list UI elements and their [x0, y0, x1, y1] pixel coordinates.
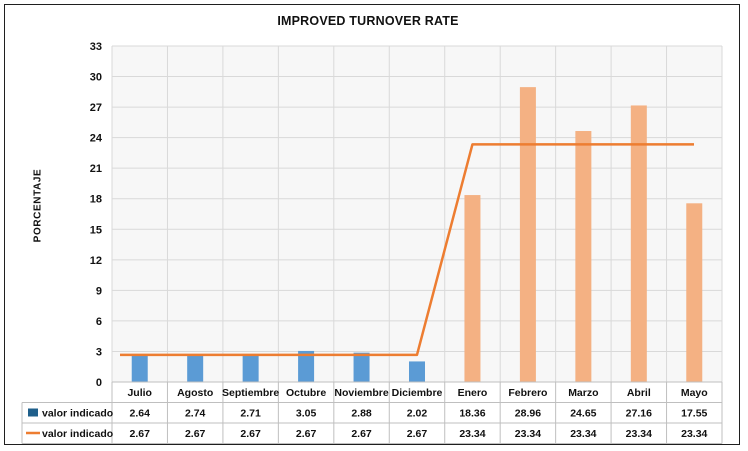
legend-label: valor indicado	[42, 428, 113, 440]
y-tick-label: 21	[90, 163, 102, 175]
y-tick-label: 24	[90, 133, 103, 145]
legend-key-bar	[28, 408, 38, 417]
y-tick-label: 15	[90, 224, 102, 236]
bar	[242, 354, 259, 382]
data-label: 2.02	[407, 408, 428, 420]
x-tick-label: Abril	[627, 387, 651, 399]
y-tick-label: 6	[96, 316, 102, 328]
x-tick-label: Agosto	[177, 387, 213, 399]
data-label: 23.34	[626, 428, 652, 440]
data-label: 2.67	[185, 428, 206, 440]
x-tick-label: Diciembre	[392, 387, 443, 399]
data-label: 23.34	[515, 428, 541, 440]
chart-title: IMPROVED TURNOVER RATE	[277, 14, 459, 28]
line-series	[119, 143, 695, 357]
y-tick-label: 12	[90, 255, 102, 267]
x-tick-label: Mayo	[681, 387, 708, 399]
data-label: 24.65	[570, 408, 596, 420]
data-label: 2.64	[130, 408, 151, 420]
bar	[686, 203, 703, 382]
y-tick-label: 0	[96, 377, 102, 389]
plot-area	[112, 46, 722, 382]
bar	[298, 350, 315, 382]
data-label: 2.88	[351, 408, 372, 420]
gridlines	[111, 45, 723, 383]
data-label: 2.67	[407, 428, 428, 440]
bar	[131, 355, 148, 382]
legend-label: valor indicado	[42, 408, 113, 420]
bar	[630, 105, 647, 382]
data-label: 2.67	[296, 428, 317, 440]
data-table: Julio Agosto Septiembre Octubre Noviembre Dic…	[21, 381, 723, 444]
y-tick-label: 33	[90, 41, 102, 53]
x-tick-label: Noviembre	[334, 387, 388, 399]
data-label: 28.96	[515, 408, 541, 420]
bar	[464, 195, 481, 382]
data-label: 2.67	[351, 428, 372, 440]
y-tick-label: 9	[96, 285, 102, 297]
x-tick-label: Enero	[458, 387, 488, 399]
data-label: 2.67	[240, 428, 261, 440]
x-tick-label: Julio	[127, 387, 152, 399]
bar	[519, 87, 536, 382]
bar	[353, 352, 370, 382]
bar	[409, 361, 425, 382]
y-tick-label: 18	[90, 194, 102, 206]
bar	[575, 131, 592, 382]
y-tick-label: 3	[96, 346, 102, 358]
y-tick-label: 30	[90, 72, 102, 84]
x-tick-label: Octubre	[286, 387, 326, 399]
data-label: 23.34	[681, 428, 707, 440]
y-tick-label: 27	[90, 102, 102, 114]
bars	[131, 87, 703, 382]
data-label: 2.74	[185, 408, 206, 420]
data-label: 2.71	[240, 408, 261, 420]
data-label: 3.05	[296, 408, 317, 420]
bar	[187, 354, 204, 382]
x-tick-label: Febrero	[508, 387, 547, 399]
data-label: 23.34	[459, 428, 485, 440]
data-label: 23.34	[570, 428, 596, 440]
x-tick-label: Marzo	[568, 387, 598, 399]
data-label: 27.16	[626, 408, 652, 420]
x-tick-label: Septiembre	[222, 387, 279, 399]
data-label: 17.55	[681, 408, 707, 420]
data-label: 2.67	[130, 428, 151, 440]
data-label: 18.36	[459, 408, 485, 420]
y-ticks: 0 3 6 9 12 15 18 21 24 27 30 33	[90, 41, 103, 389]
